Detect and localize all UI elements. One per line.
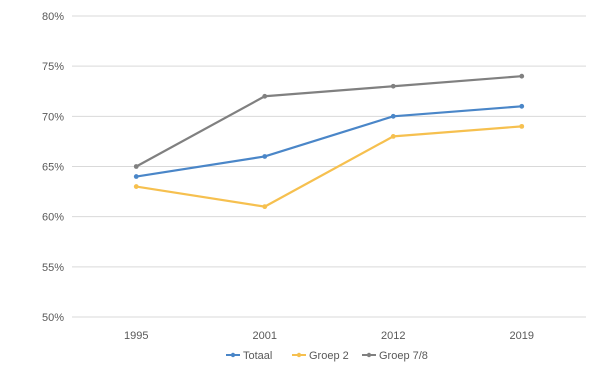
data-point-groep-2	[262, 204, 268, 210]
legend-marker	[296, 352, 302, 358]
data-point-groep-7-8	[390, 83, 396, 89]
series-groep-2	[133, 123, 525, 210]
series-line-totaal	[136, 105, 522, 178]
series-totaal	[133, 103, 525, 179]
y-tick-label: 65%	[42, 162, 64, 174]
series-line-groep-2	[136, 125, 522, 208]
data-point-totaal	[390, 113, 396, 119]
series-groep-7-8	[133, 73, 525, 169]
x-tick-label: 1995	[124, 330, 148, 342]
y-tick-label: 75%	[42, 61, 64, 73]
legend-label: Totaal	[243, 350, 272, 362]
data-point-totaal	[519, 103, 525, 109]
y-tick-label: 55%	[42, 262, 64, 274]
data-point-groep-7-8	[133, 164, 139, 169]
data-point-totaal	[133, 174, 139, 179]
y-tick-label: 70%	[42, 111, 64, 123]
x-tick-label: 2001	[253, 330, 277, 342]
x-axis: 1995 2001 2012 2019	[124, 330, 534, 342]
data-point-groep-2	[390, 134, 396, 139]
grid-lines	[72, 15, 586, 318]
data-point-groep-7-8	[519, 73, 525, 79]
legend-item-groep-2: Groep 2	[292, 350, 349, 362]
y-tick-label: 60%	[42, 212, 64, 224]
data-point-groep-2	[519, 123, 525, 129]
legend-item-groep-7-8: Groep 7/8	[362, 350, 428, 362]
legend: Totaal Groep 2 Groep 7/8	[226, 350, 428, 362]
series-line-groep-7-8	[135, 75, 522, 168]
data-point-totaal	[262, 154, 268, 159]
x-tick-label: 2012	[381, 330, 405, 342]
y-tick-label: 80%	[42, 11, 64, 23]
legend-label: Groep 2	[309, 350, 349, 362]
legend-marker	[230, 352, 236, 358]
x-tick-label: 2019	[510, 330, 534, 342]
data-point-groep-2	[133, 184, 139, 189]
y-tick-label: 50%	[42, 312, 64, 324]
data-point-groep-7-8	[262, 93, 268, 99]
legend-item-totaal: Totaal	[226, 350, 272, 362]
plot-area	[133, 73, 525, 210]
legend-label: Groep 7/8	[379, 350, 428, 362]
y-axis: 50% 55% 60% 65% 70% 75% 80%	[42, 11, 64, 324]
legend-marker	[366, 352, 372, 358]
